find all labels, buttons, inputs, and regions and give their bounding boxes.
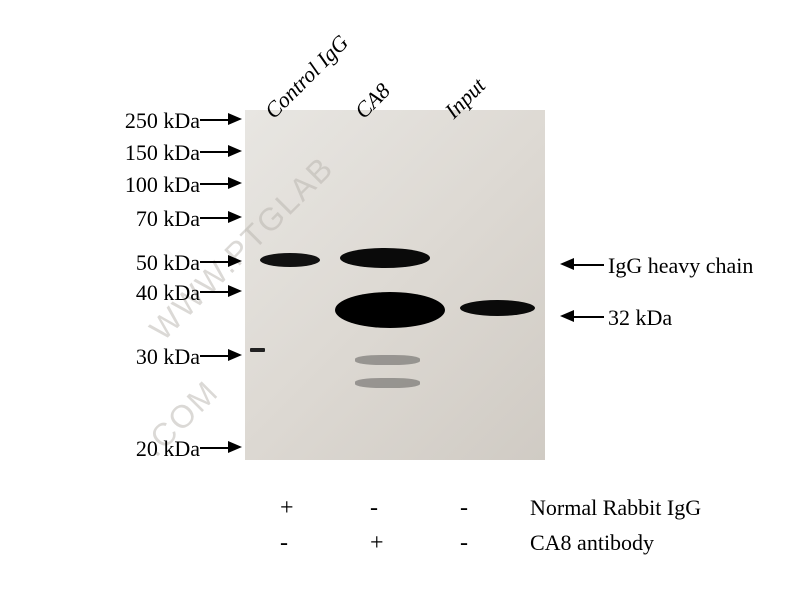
arrow-150 <box>228 145 242 157</box>
ladder-100: 100 kDa <box>125 172 200 198</box>
arrow-line <box>200 217 230 219</box>
band-ca8-target-32 <box>335 292 445 328</box>
arrow-100 <box>228 177 242 189</box>
arrow-20 <box>228 441 242 453</box>
arrow-igg-heavy <box>560 258 574 270</box>
ladder-20: 20 kDa <box>136 436 200 462</box>
arrow-line <box>572 316 604 318</box>
arrow-40 <box>228 285 242 297</box>
band-control-igg-heavy <box>260 253 320 267</box>
cond-row1-label: Normal Rabbit IgG <box>530 495 701 521</box>
ladder-70: 70 kDa <box>136 206 200 232</box>
ladder-250: 250 kDa <box>125 108 200 134</box>
cond-row1-sym2: - <box>370 495 378 522</box>
figure-container: WWW.PTGLAB .COM 250 kDa 150 kDa 100 kDa … <box>0 0 800 600</box>
band-ca8-faint-2 <box>355 378 420 388</box>
ladder-40: 40 kDa <box>136 280 200 306</box>
band-ca8-igg-heavy <box>340 248 430 268</box>
arrow-line <box>572 264 604 266</box>
cond-row1-sym1: + <box>280 495 294 522</box>
arrow-30 <box>228 349 242 361</box>
arrow-line <box>200 261 230 263</box>
arrow-line <box>200 119 230 121</box>
cond-row2-label: CA8 antibody <box>530 530 654 556</box>
cond-row2-sym2: + <box>370 530 384 557</box>
band-input-32 <box>460 300 535 316</box>
ladder-50: 50 kDa <box>136 250 200 276</box>
arrow-50 <box>228 255 242 267</box>
arrow-70 <box>228 211 242 223</box>
arrow-line <box>200 183 230 185</box>
arrow-line <box>200 355 230 357</box>
band-ca8-faint-1 <box>355 355 420 365</box>
label-igg-heavy: IgG heavy chain <box>608 253 753 279</box>
arrow-32kda <box>560 310 574 322</box>
cond-row2-sym3: - <box>460 530 468 557</box>
ladder-30: 30 kDa <box>136 344 200 370</box>
label-32kda: 32 kDa <box>608 305 672 331</box>
arrow-line <box>200 291 230 293</box>
band-ladder-30-mark <box>250 348 265 352</box>
cond-row2-sym1: - <box>280 530 288 557</box>
ladder-150: 150 kDa <box>125 140 200 166</box>
blot-membrane <box>245 110 545 460</box>
arrow-line <box>200 151 230 153</box>
arrow-250 <box>228 113 242 125</box>
arrow-line <box>200 447 230 449</box>
cond-row1-sym3: - <box>460 495 468 522</box>
